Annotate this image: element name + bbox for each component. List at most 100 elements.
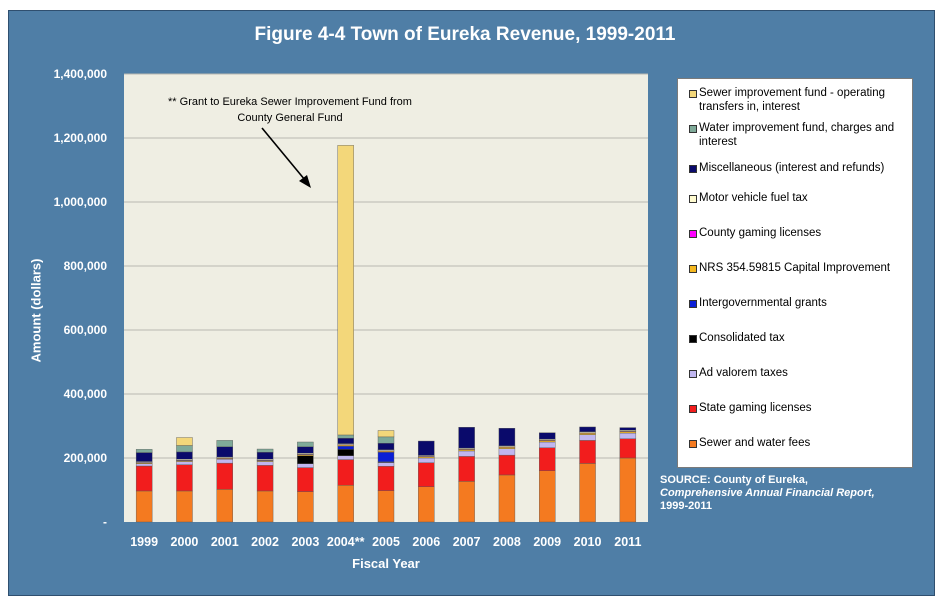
legend-swatch xyxy=(689,405,697,413)
bar-segment xyxy=(539,441,556,448)
annotation-line-1: ** Grant to Eureka Sewer Improvement Fun… xyxy=(168,96,412,108)
source-note: SOURCE: County of Eureka, Comprehensive … xyxy=(660,474,930,513)
bar-segment xyxy=(297,441,314,448)
bar-segment xyxy=(337,449,354,456)
bar-segment xyxy=(216,462,233,490)
bar-segment xyxy=(458,456,475,482)
y-tick-label: 1,200,000 xyxy=(54,131,108,145)
bar-segment xyxy=(176,461,193,465)
legend-label: Intergovernmental grants xyxy=(699,297,827,309)
bar-segment xyxy=(619,432,637,440)
bar-segment xyxy=(539,432,556,440)
bar-segment xyxy=(458,450,475,457)
bar-segment xyxy=(579,426,596,432)
bar-segment xyxy=(256,490,274,523)
x-tick-label: 1999 xyxy=(130,535,158,549)
legend-label: NRS 354.59815 Capital Improvement xyxy=(699,262,891,274)
bar-segment xyxy=(619,438,637,459)
legend-swatch xyxy=(689,300,697,308)
y-axis-label: Amount (dollars) xyxy=(28,258,44,363)
x-tick-label: 2007 xyxy=(453,535,481,549)
legend-swatch xyxy=(689,265,697,273)
bar-segment xyxy=(216,489,233,523)
bar-segment xyxy=(297,455,314,464)
bar-segment xyxy=(256,452,274,460)
legend-swatch xyxy=(689,90,697,98)
bar-segment xyxy=(418,462,435,487)
bar-segment xyxy=(176,451,193,460)
bar-segment xyxy=(216,459,233,464)
x-tick-label: 2001 xyxy=(211,535,239,549)
legend-label: Miscellaneous (interest and refunds) xyxy=(699,162,885,174)
bar-segment xyxy=(377,443,395,450)
bar-segment xyxy=(498,428,516,447)
annotation-arrow xyxy=(261,127,306,181)
bar-segment xyxy=(418,486,435,523)
legend-label: Ad valorem taxes xyxy=(699,367,788,379)
y-tick-label: 1,000,000 xyxy=(54,195,108,209)
bar-segment xyxy=(176,490,193,523)
x-tick-label: 2000 xyxy=(171,535,199,549)
gridlines xyxy=(124,73,648,459)
bar-segment xyxy=(539,470,556,523)
legend-swatch xyxy=(689,230,697,238)
legend-label: Water improvement fund, charges and inte… xyxy=(699,122,895,148)
x-tick-label: 2008 xyxy=(493,535,521,549)
x-tick-label: 2005 xyxy=(372,535,400,549)
bar-segment xyxy=(377,462,395,467)
y-tick-label: 400,000 xyxy=(64,387,108,401)
bar-segment xyxy=(579,434,596,441)
bar-segment xyxy=(135,463,153,467)
y-tick-label: 200,000 xyxy=(64,451,108,465)
bar-segment xyxy=(297,446,314,454)
bar-segment xyxy=(297,463,314,468)
bar-segment xyxy=(498,448,516,456)
bar-segment xyxy=(176,445,193,453)
legend-label: State gaming licenses xyxy=(699,402,812,414)
bar-segment xyxy=(176,464,193,492)
bar-segment xyxy=(377,436,395,444)
y-axis-ticks: - 200,000 400,000 600,000 800,000 1,000,000 1,… xyxy=(54,67,108,529)
bar-segment xyxy=(498,454,516,476)
bar-segment xyxy=(377,430,395,438)
bar-segment xyxy=(377,466,395,491)
bar-segment xyxy=(337,437,354,444)
bar-segment xyxy=(337,485,354,523)
annotation: ** Grant to Eureka Sewer Improvement Fun… xyxy=(168,96,412,188)
bar-segment xyxy=(579,463,596,523)
bar-segment xyxy=(619,457,637,523)
bar-segment xyxy=(418,440,435,456)
legend-label: County gaming licenses xyxy=(699,227,822,239)
x-tick-label: 2006 xyxy=(412,535,440,549)
legend-label: Sewer and water fees xyxy=(699,437,811,449)
legend-swatch xyxy=(689,195,697,203)
bar-segment xyxy=(135,452,153,462)
bars xyxy=(135,145,637,523)
x-axis-ticks: 1999 2000 2001 2002 2003 2004** 2005 2006 2007 20… xyxy=(130,535,641,549)
legend-label: Motor vehicle fuel tax xyxy=(699,192,808,204)
bar-segment xyxy=(619,427,637,431)
bar-segment xyxy=(458,427,475,449)
y-tick-label: 600,000 xyxy=(64,323,108,337)
legend-label: Sewer improvement fund - operating trans… xyxy=(699,87,886,113)
x-tick-label: 2011 xyxy=(614,535,641,549)
bar-segment xyxy=(135,449,153,453)
bar-segment xyxy=(337,434,354,439)
source-line-1: SOURCE: County of Eureka, xyxy=(660,474,808,486)
bar-segment xyxy=(337,459,354,486)
x-tick-label: 2009 xyxy=(533,535,561,549)
bar-segment xyxy=(297,467,314,492)
legend-swatch xyxy=(689,165,697,173)
annotation-line-2: County General Fund xyxy=(237,112,342,124)
legend: Sewer improvement fund - operating trans… xyxy=(677,78,913,468)
legend-swatch xyxy=(689,335,697,343)
bar-segment xyxy=(337,445,354,450)
chart-title: Figure 4-4 Town of Eureka Revenue, 1999-… xyxy=(254,24,676,45)
bar-segment xyxy=(337,145,354,436)
bar-segment xyxy=(176,437,193,446)
legend-label: Consolidated tax xyxy=(699,332,785,344)
bar-segment xyxy=(337,455,354,460)
bar-segment xyxy=(377,452,395,463)
source-line-3: 1999-2011 xyxy=(660,500,712,512)
